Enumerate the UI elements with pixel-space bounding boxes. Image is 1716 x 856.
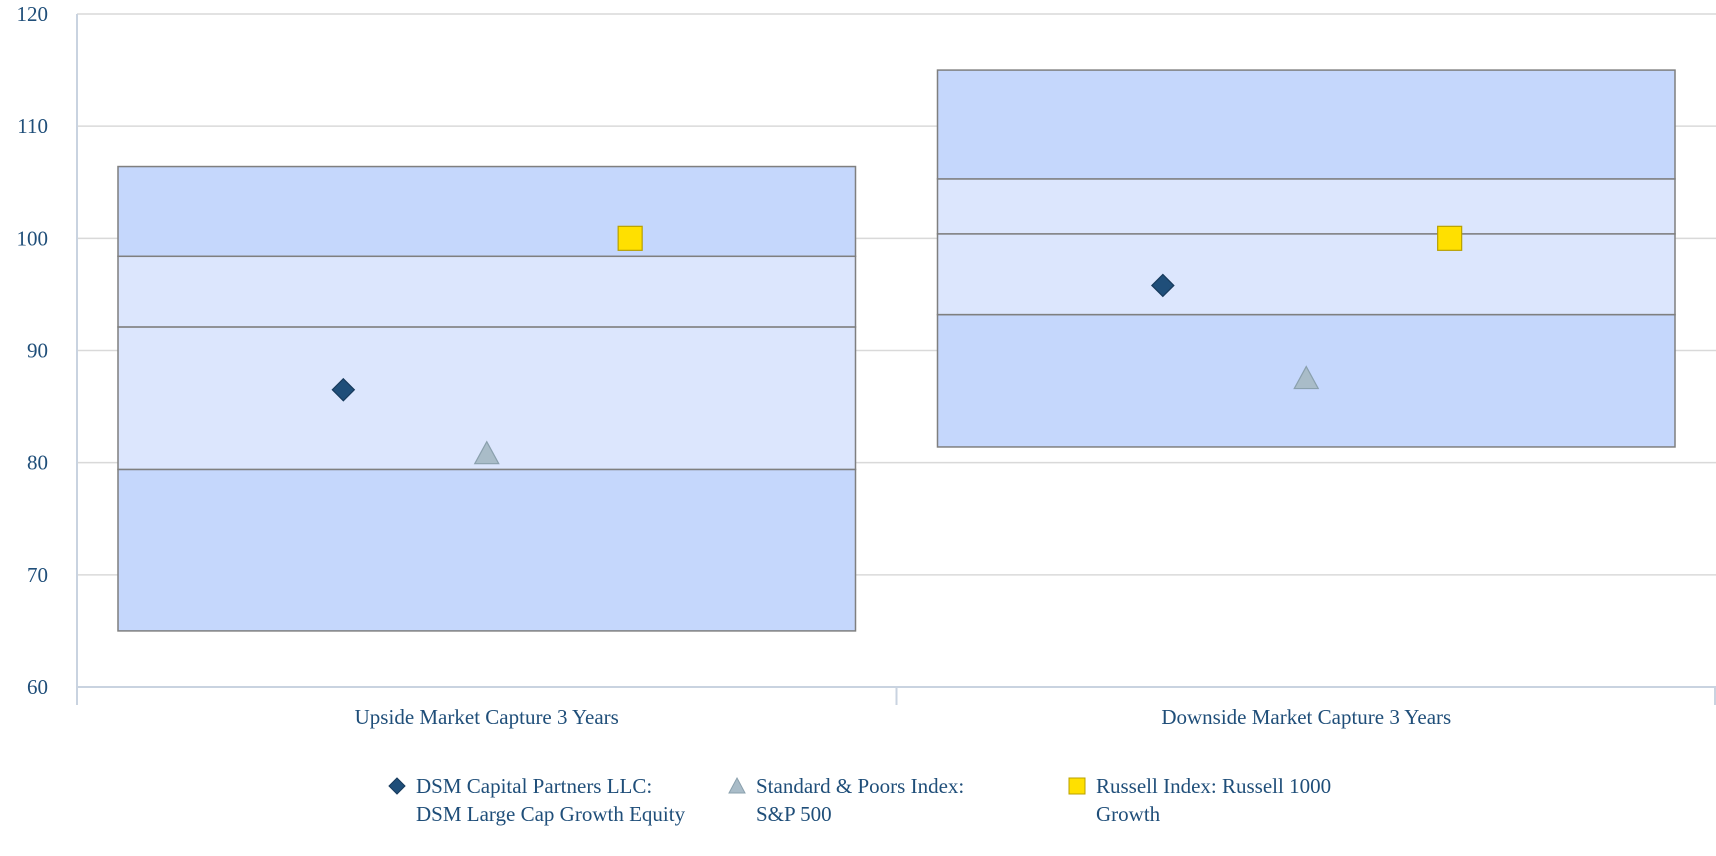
capture-ratio-chart: 60 70 80 90 100 110 120 Upside Market Capture … (17, 2, 1716, 729)
axes (76, 14, 1716, 705)
y-tick-label-100: 100 (17, 226, 49, 250)
range-band-0-3 (117, 165, 857, 258)
legend-label-sp500: Standard & Poors Index: S&P 500 (756, 774, 965, 826)
range-band-1-1 (936, 233, 1676, 316)
legend-item-sp500: Standard & Poors Index: S&P 500 (726, 772, 996, 828)
marker-square-1 (1437, 225, 1463, 251)
triangle-marker-icon (728, 776, 746, 794)
legend-label-russell: Russell Index: Russell 1000 Growth (1096, 774, 1332, 826)
y-tick-label-70: 70 (27, 563, 48, 587)
y-tick-label-90: 90 (27, 339, 48, 363)
range-band-1-3 (936, 69, 1676, 180)
x-category-label-1: Downside Market Capture 3 Years (1161, 705, 1451, 729)
diamond-marker-icon (388, 777, 406, 795)
marker-triangle-0 (473, 440, 500, 465)
legend-label-dsm: DSM Capital Partners LLC: DSM Large Cap … (416, 774, 686, 826)
y-axis-ticks: 60 70 80 90 100 110 120 (17, 2, 49, 699)
x-axis-category-labels: Upside Market Capture 3 Years Downside Ma… (355, 705, 1452, 729)
y-tick-label-120: 120 (17, 2, 49, 26)
range-band-0-0 (117, 468, 857, 632)
x-category-label-0: Upside Market Capture 3 Years (355, 705, 619, 729)
marker-diamond-0 (331, 377, 356, 402)
marker-triangle-1 (1293, 365, 1320, 390)
data-markers (331, 225, 1463, 465)
y-tick-label-110: 110 (17, 114, 48, 138)
marker-square-0 (617, 225, 643, 251)
range-band-1-2 (936, 178, 1676, 235)
legend: DSM Capital Partners LLC: DSM Large Cap … (0, 772, 1716, 856)
legend-item-dsm: DSM Capital Partners LLC: DSM Large Cap … (386, 772, 686, 828)
marker-diamond-1 (1150, 273, 1175, 298)
range-band-0-2 (117, 255, 857, 328)
y-tick-label-60: 60 (27, 675, 48, 699)
range-bars (117, 69, 1676, 632)
y-tick-label-80: 80 (27, 451, 48, 475)
square-marker-icon (1068, 777, 1086, 795)
legend-item-russell: Russell Index: Russell 1000 Growth (1066, 772, 1356, 828)
